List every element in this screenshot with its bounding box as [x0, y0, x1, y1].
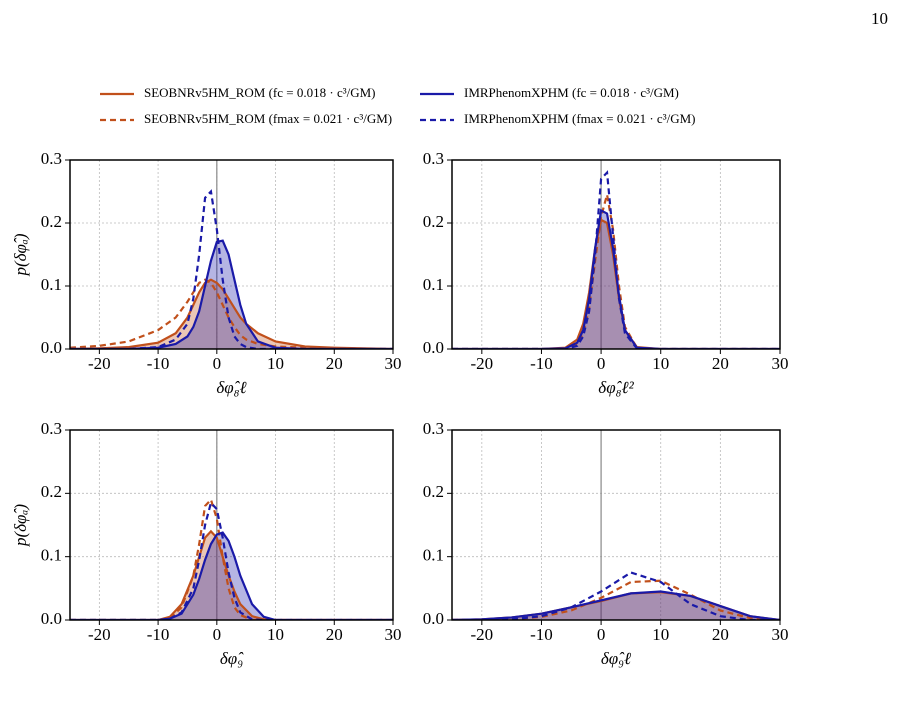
x-axis-label: δφ̂₉ℓ [601, 649, 631, 668]
plot-area [70, 160, 393, 349]
density-line [452, 590, 780, 620]
plot-area [452, 430, 780, 620]
axes-frame [451, 429, 781, 621]
y-tick-label: 0.0 [41, 609, 62, 628]
x-axis-label: δφ̂₉ [220, 649, 244, 668]
density-line [70, 278, 393, 349]
y-axis-label: p(δφ̂ₐ) [11, 233, 30, 276]
y-tick-label: 0.2 [41, 212, 62, 231]
x-axis-label: δφ̂₈ℓ² [598, 378, 634, 397]
x-tick-label: 0 [213, 625, 222, 644]
density-line [452, 170, 780, 349]
x-tick-label: 0 [597, 625, 606, 644]
x-tick-label: 20 [326, 625, 343, 644]
y-tick-label: 0.0 [41, 338, 62, 357]
x-tick-label: -10 [530, 625, 553, 644]
page-number: 10 [871, 9, 888, 28]
density-line [70, 531, 393, 620]
y-tick-label: 0.0 [423, 338, 444, 357]
x-tick-label: 30 [385, 625, 402, 644]
plot-area [452, 160, 780, 349]
x-tick-label: -10 [147, 354, 170, 373]
legend-label: IMRPhenomXPHM (fc = 0.018 · c³/GM) [464, 85, 679, 100]
x-tick-label: 10 [267, 354, 284, 373]
legend-label: IMRPhenomXPHM (fmax = 0.021 · c³/GM) [464, 111, 696, 126]
x-tick-label: 0 [213, 354, 222, 373]
axes-frame [451, 159, 781, 350]
density-line [70, 497, 393, 620]
y-tick-label: 0.2 [423, 482, 444, 501]
x-tick-label: 10 [652, 625, 669, 644]
y-tick-label: 0.0 [423, 609, 444, 628]
y-axis-label: p(δφ̂ₐ) [11, 504, 30, 547]
y-tick-label: 0.1 [41, 275, 62, 294]
x-tick-label: 20 [712, 625, 729, 644]
density-fill [70, 531, 393, 620]
density-line [70, 529, 393, 620]
x-tick-label: 30 [772, 354, 789, 373]
x-tick-label: 10 [652, 354, 669, 373]
y-tick-label: 0.3 [41, 149, 62, 168]
y-tick-label: 0.3 [423, 149, 444, 168]
x-tick-label: 0 [597, 354, 606, 373]
density-line [452, 208, 780, 349]
legend-label: SEOBNRv5HM_ROM (fmax = 0.021 · c³/GM) [144, 111, 392, 126]
x-tick-label: -20 [88, 354, 111, 373]
x-tick-label: 20 [712, 354, 729, 373]
x-tick-label: 10 [267, 625, 284, 644]
x-axis-label: δφ̂₈ℓ [216, 378, 246, 397]
y-tick-label: 0.2 [423, 212, 444, 231]
x-tick-label: -20 [470, 625, 493, 644]
density-fill [70, 240, 393, 349]
x-tick-label: -10 [147, 625, 170, 644]
y-tick-label: 0.3 [41, 419, 62, 438]
y-tick-label: 0.1 [41, 546, 62, 565]
x-tick-label: 30 [772, 625, 789, 644]
density-fill [70, 532, 393, 620]
x-tick-label: -20 [470, 354, 493, 373]
plot-area [70, 430, 393, 620]
x-tick-label: 30 [385, 354, 402, 373]
axes-frame [69, 429, 394, 621]
y-tick-label: 0.2 [41, 482, 62, 501]
y-tick-label: 0.1 [423, 546, 444, 565]
x-tick-label: -20 [88, 625, 111, 644]
x-tick-label: 20 [326, 354, 343, 373]
x-tick-label: -10 [530, 354, 553, 373]
density-fill [70, 279, 393, 349]
density-line [70, 278, 393, 349]
y-tick-label: 0.3 [423, 419, 444, 438]
y-tick-label: 0.1 [423, 275, 444, 294]
axes-frame [69, 159, 394, 350]
legend-label: SEOBNRv5HM_ROM (fc = 0.018 · c³/GM) [144, 85, 376, 100]
